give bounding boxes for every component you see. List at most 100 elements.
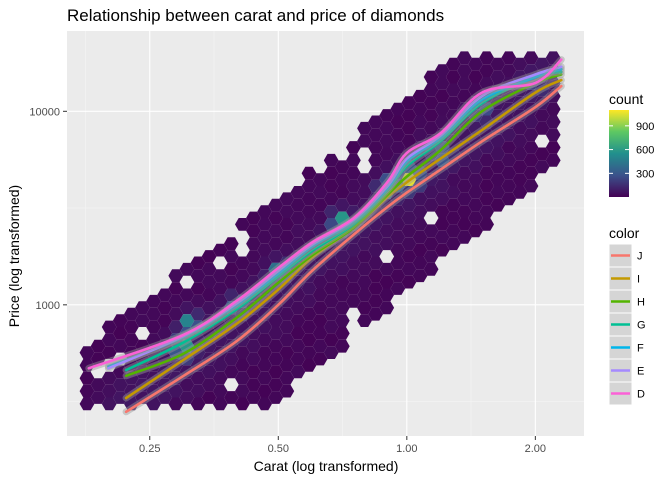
hexbin xyxy=(146,397,161,411)
hexbin xyxy=(257,218,272,231)
hexbin xyxy=(379,160,395,174)
hexbin xyxy=(501,179,517,193)
hexbin xyxy=(246,211,261,225)
hexbin xyxy=(124,333,139,347)
hexbin xyxy=(346,230,361,244)
hexbin xyxy=(501,192,517,206)
hexbin xyxy=(468,173,483,186)
hexbin xyxy=(257,307,272,321)
hexbin xyxy=(257,346,272,359)
hexbin xyxy=(312,224,328,238)
hexbin xyxy=(368,294,383,308)
hexbin xyxy=(423,83,439,97)
hexbin xyxy=(223,275,239,289)
hexbin xyxy=(523,128,539,142)
hexbin xyxy=(290,339,306,353)
hexbin xyxy=(323,269,339,283)
hexbin xyxy=(279,346,295,359)
hexbin xyxy=(401,211,417,225)
hexbin xyxy=(246,237,261,251)
hexbin xyxy=(379,224,395,238)
hexbin xyxy=(257,397,272,411)
hexbin xyxy=(357,186,372,199)
hexbin xyxy=(401,134,417,148)
hexbin xyxy=(468,57,483,71)
hexbin xyxy=(223,391,239,404)
hexbin xyxy=(334,160,350,174)
hexbin xyxy=(401,262,417,276)
hexbin xyxy=(124,320,139,334)
hexbin xyxy=(512,134,528,148)
hexbin xyxy=(479,166,494,180)
hexbin xyxy=(390,282,406,295)
hexbin xyxy=(357,288,372,302)
hexbin xyxy=(501,128,517,142)
hexbin xyxy=(90,378,106,392)
hexbin xyxy=(168,307,184,321)
hexbin xyxy=(290,275,306,289)
hexbin xyxy=(279,205,295,218)
colorbar-label: 900 xyxy=(636,121,654,133)
chart-title: Relationship between carat and price of … xyxy=(67,6,444,25)
hexbin xyxy=(235,397,250,411)
hexbin xyxy=(368,256,383,270)
hexbin xyxy=(368,115,383,129)
hexbin xyxy=(457,192,472,206)
hexbin xyxy=(201,378,217,392)
hexbin xyxy=(545,141,561,154)
hexbin xyxy=(434,243,450,257)
hexbin xyxy=(279,320,295,334)
hexbin xyxy=(423,173,439,186)
hexbin xyxy=(501,141,517,154)
hexbin xyxy=(246,352,261,366)
hexbin xyxy=(279,243,295,257)
hexbin xyxy=(268,250,284,263)
hexbin xyxy=(279,294,295,308)
x-tick-label: 0.50 xyxy=(268,443,289,455)
hexbin xyxy=(512,147,528,161)
hexbin xyxy=(201,262,217,276)
hexbin xyxy=(246,301,261,315)
hexbin xyxy=(479,77,494,90)
hexbin xyxy=(312,211,328,225)
hexbin xyxy=(401,109,417,122)
hexbin xyxy=(490,173,506,186)
hexbin xyxy=(379,147,395,161)
hexbin xyxy=(412,205,428,218)
hexbin xyxy=(434,192,450,206)
hexbin xyxy=(257,384,272,398)
hexbin xyxy=(334,198,350,212)
hexbin xyxy=(124,307,139,321)
hexbin xyxy=(334,314,350,327)
hexbin xyxy=(368,179,383,193)
hexbin xyxy=(412,269,428,283)
hexbin xyxy=(257,230,272,244)
hexbin xyxy=(201,301,217,315)
hexbin xyxy=(501,153,517,167)
hexbin xyxy=(490,160,506,174)
hexbin xyxy=(323,192,339,206)
hexbin xyxy=(346,269,361,283)
hexbin xyxy=(190,282,206,295)
hexbin xyxy=(379,211,395,225)
hexbin xyxy=(434,115,450,129)
hexbin xyxy=(490,57,506,71)
hexbin xyxy=(179,314,195,327)
hexbin xyxy=(290,365,306,379)
hexbin xyxy=(323,166,339,180)
hexbin xyxy=(390,243,406,257)
hexbin xyxy=(112,365,128,379)
hexbin xyxy=(534,109,550,122)
hexbin xyxy=(368,141,383,154)
hexbin xyxy=(79,384,95,398)
hexbin xyxy=(124,384,139,398)
hexbin xyxy=(290,224,306,238)
plot-panel xyxy=(67,31,584,436)
hexbin xyxy=(79,346,95,359)
hexbin xyxy=(301,192,317,206)
hexbin xyxy=(101,320,117,334)
hexbin xyxy=(479,192,494,206)
hexbin xyxy=(223,365,239,379)
hexbin xyxy=(346,153,361,167)
hexbin xyxy=(512,173,528,186)
